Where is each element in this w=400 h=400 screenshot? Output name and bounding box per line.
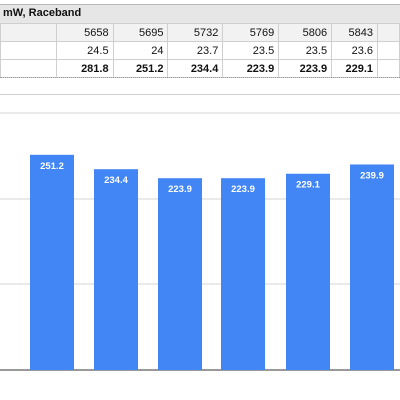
table-title-bar: mW, Raceband <box>0 4 400 24</box>
table-cell[interactable]: 234.4 <box>167 59 224 78</box>
header-row: 5658 5695 5732 5769 5806 5843 <box>0 23 400 42</box>
header-cell[interactable]: 5658 <box>55 23 114 42</box>
table-row: 24.5 24 23.7 23.5 23.5 23.6 <box>0 41 400 60</box>
divider <box>0 77 400 78</box>
table-cell[interactable]: 281.8 <box>55 59 114 78</box>
table-cell[interactable]: 23.7 <box>167 41 224 60</box>
chart-bar[interactable] <box>94 169 138 370</box>
chart-bar[interactable] <box>286 173 330 370</box>
chart-bar[interactable] <box>221 178 265 370</box>
header-cell[interactable]: 5843 <box>331 23 379 42</box>
bar-value-label: 234.4 <box>104 175 128 186</box>
bar-chart-svg: 251.2 234.4 223.9 223.9 229.1 239.9 <box>0 112 400 371</box>
chart-top-border <box>0 94 400 95</box>
data-grid: 5658 5695 5732 5769 5806 5843 24.5 24 23… <box>0 23 400 78</box>
table-cell[interactable]: 23.5 <box>222 41 280 60</box>
table-cell[interactable]: 23.6 <box>331 41 379 60</box>
table-cell[interactable]: 229.1 <box>331 59 379 78</box>
bar-chart[interactable]: 251.2 234.4 223.9 223.9 229.1 239.9 <box>0 92 400 400</box>
header-cell-empty[interactable] <box>377 23 400 42</box>
table-cell[interactable]: 23.5 <box>278 41 333 60</box>
table-cell[interactable]: 251.2 <box>112 59 169 78</box>
bar-value-label: 251.2 <box>40 161 64 172</box>
table-cell-empty[interactable] <box>0 59 57 78</box>
chart-bar[interactable] <box>30 154 74 370</box>
spreadsheet-table: mW, Raceband 5658 5695 5732 5769 5806 58… <box>0 0 400 84</box>
table-cell-empty[interactable] <box>377 59 400 78</box>
bar-value-label: 223.9 <box>168 184 192 195</box>
chart-bar[interactable] <box>158 178 202 370</box>
table-title: mW, Raceband <box>3 7 82 19</box>
header-cell[interactable]: 5769 <box>222 23 280 42</box>
table-cell[interactable]: 24.5 <box>55 41 114 60</box>
header-cell[interactable]: 5732 <box>167 23 224 42</box>
header-cell-empty[interactable] <box>0 23 57 42</box>
table-cell[interactable]: 223.9 <box>278 59 333 78</box>
bar-value-label: 229.1 <box>296 180 320 191</box>
bar-value-label: 223.9 <box>231 184 255 195</box>
table-row-total: 281.8 251.2 234.4 223.9 223.9 229.1 <box>0 59 400 78</box>
table-cell-empty[interactable] <box>0 41 57 60</box>
header-cell[interactable]: 5695 <box>112 23 169 42</box>
header-cell[interactable]: 5806 <box>278 23 333 42</box>
chart-bar[interactable] <box>350 164 394 370</box>
table-cell-empty[interactable] <box>377 41 400 60</box>
table-cell[interactable]: 223.9 <box>222 59 280 78</box>
bar-value-label: 239.9 <box>360 170 384 181</box>
table-cell[interactable]: 24 <box>112 41 169 60</box>
